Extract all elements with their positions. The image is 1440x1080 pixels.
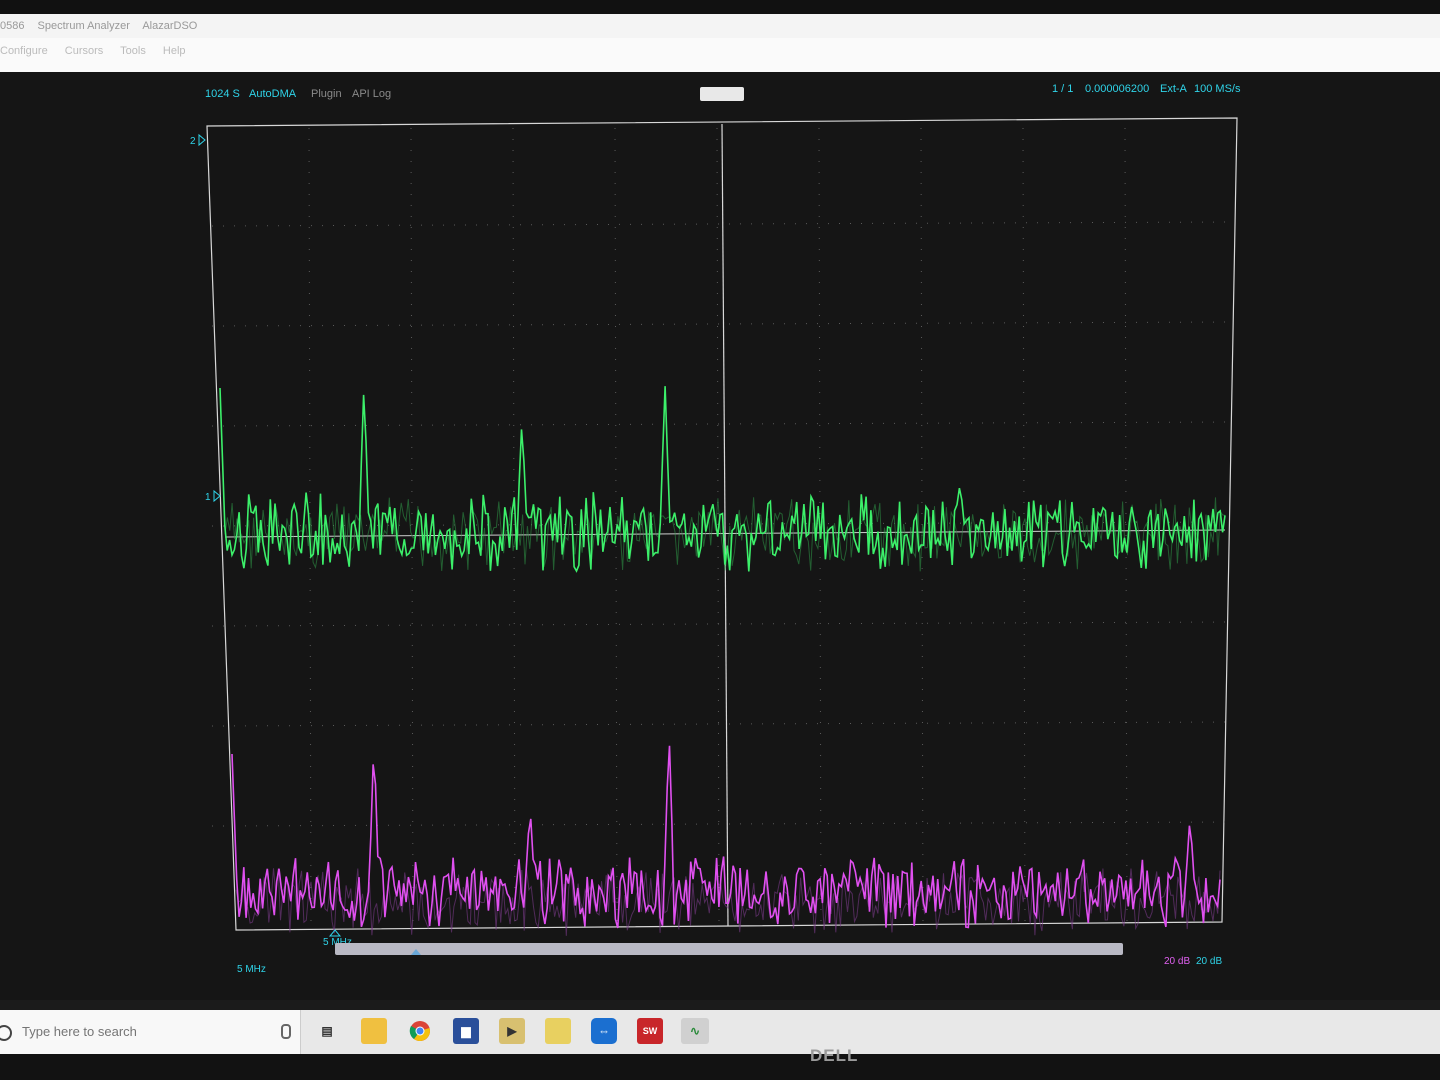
- frequency-cursor-label: 5 MHz: [323, 937, 352, 948]
- channel-1-arrow-icon: [213, 489, 221, 503]
- time-readout: 0.000006200: [1085, 83, 1150, 95]
- title-part: 0586: [0, 20, 25, 32]
- gallery-icon[interactable]: [545, 1018, 571, 1044]
- center-divider: [721, 123, 729, 927]
- microphone-icon[interactable]: [281, 1024, 291, 1039]
- dell-logo: DELL: [810, 1046, 859, 1065]
- green-trace: [219, 386, 1226, 573]
- menu-configure[interactable]: Configure: [0, 45, 48, 57]
- task-view-icon[interactable]: ▤: [321, 1024, 333, 1038]
- title-part: AlazarDSO: [142, 20, 198, 32]
- grid-hline: [211, 821, 1233, 827]
- frequency-cursor-icon[interactable]: [328, 929, 342, 937]
- plugin-button[interactable]: Plugin: [311, 88, 342, 100]
- plot-frame: [206, 117, 1238, 931]
- sample-rate: 100 MS/s: [1194, 83, 1241, 95]
- menu-cursors[interactable]: Cursors: [64, 45, 104, 57]
- record-counter: 1 / 1: [1052, 83, 1074, 95]
- teamviewer-icon[interactable]: ⇔: [591, 1018, 617, 1044]
- grid-hline: [211, 721, 1233, 727]
- grid-vline: [1124, 127, 1128, 928]
- start-frequency-label: 5 MHz: [237, 964, 266, 975]
- scope-icon[interactable]: ∿: [681, 1018, 709, 1044]
- analyzer-app: 1024 S AutoDMA Plugin API Log 1 / 1 0.00…: [0, 72, 1440, 1000]
- media-player-icon[interactable]: ▶: [499, 1018, 525, 1044]
- grid-vline: [1022, 127, 1026, 928]
- magenta-trace: [231, 745, 1221, 929]
- channel-2-marker: 2: [190, 136, 196, 147]
- windows-taskbar: ▤ ▆ ▶ ⇔ SW ∿: [0, 1010, 1440, 1054]
- menu-bar: Configure Cursors Tools Help: [0, 38, 1440, 72]
- baseline: [224, 529, 1226, 538]
- scroll-position-icon[interactable]: [411, 949, 421, 955]
- monitor-screen: 0586 Spectrum Analyzer AlazarDSO Configu…: [0, 14, 1440, 1000]
- cyan-scale-label: 20 dB: [1196, 956, 1223, 967]
- monitor-bezel: [0, 1054, 1440, 1080]
- window-title-bar: 0586 Spectrum Analyzer AlazarDSO: [0, 14, 1440, 38]
- grid-hline: [211, 221, 1233, 227]
- grid-vline: [410, 127, 414, 928]
- horizontal-scrollbar[interactable]: [335, 943, 1123, 955]
- chrome-icon[interactable]: [407, 1018, 433, 1044]
- file-explorer-icon[interactable]: [361, 1018, 387, 1044]
- taskbar-search[interactable]: [0, 1010, 301, 1054]
- channel-1-marker: 1: [205, 492, 211, 503]
- plot-traces: [219, 386, 1226, 936]
- grid-hline: [211, 621, 1233, 627]
- trigger-source: Ext-A: [1160, 83, 1187, 95]
- channel-2-arrow-icon: [198, 133, 206, 147]
- menu-tools[interactable]: Tools: [120, 45, 146, 57]
- app-icon[interactable]: ▆: [453, 1018, 479, 1044]
- search-icon: [0, 1025, 12, 1041]
- title-part: Spectrum Analyzer: [37, 20, 130, 32]
- api-log-button[interactable]: API Log: [352, 88, 392, 100]
- menu-help[interactable]: Help: [162, 45, 186, 57]
- spectrum-plot[interactable]: 2 1 5 MHz: [0, 72, 1440, 1000]
- status-box: [700, 87, 744, 101]
- magenta-scale-label: 20 dB: [1164, 956, 1191, 967]
- solidworks-icon[interactable]: SW: [637, 1018, 663, 1044]
- samples-label: 1024 S: [205, 88, 240, 100]
- plot-grid: [206, 117, 1238, 931]
- search-input[interactable]: [22, 1010, 262, 1054]
- grid-hline: [211, 321, 1233, 327]
- grid-vline: [512, 127, 516, 928]
- autodma-button[interactable]: AutoDMA: [249, 88, 297, 100]
